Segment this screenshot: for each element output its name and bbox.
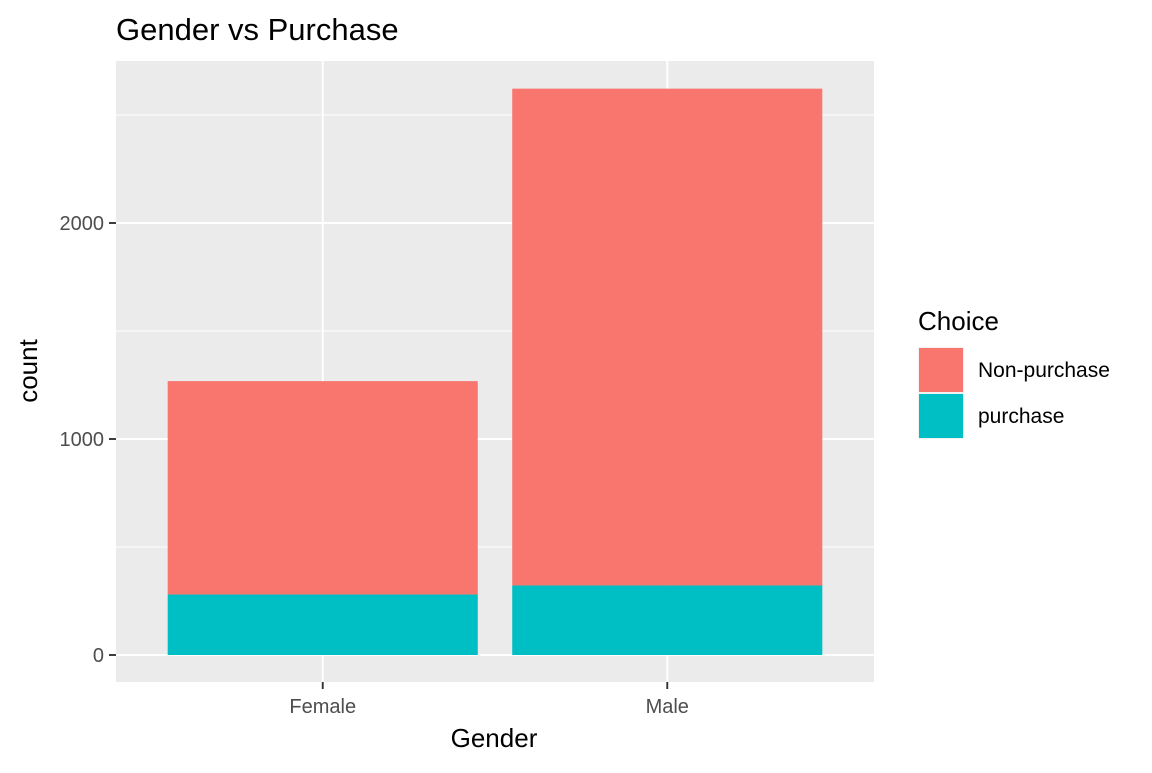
y-tick-label: 1000: [60, 429, 105, 451]
y-tick-label: 2000: [60, 213, 105, 235]
legend-label: purchase: [978, 405, 1064, 428]
x-tick-label: Male: [646, 696, 689, 718]
legend-key-swatch: [919, 348, 963, 392]
x-axis: Female Male: [289, 682, 689, 718]
y-axis-title: count: [13, 338, 43, 402]
legend: Choice Non-purchase purchase: [918, 306, 1110, 439]
chart-title: Gender vs Purchase: [116, 12, 399, 47]
x-axis-title: Gender: [451, 723, 538, 753]
bar-female-purchase: [167, 594, 478, 655]
bar-female-non-purchase: [167, 381, 478, 595]
x-tick-label: Female: [289, 696, 356, 718]
legend-key-swatch: [919, 394, 963, 438]
bar-male-non-purchase: [512, 88, 823, 586]
y-tick-label: 0: [93, 645, 104, 667]
bar-layer: [167, 88, 823, 655]
bar-male-purchase: [512, 585, 823, 655]
y-axis: 0 1000 2000: [60, 213, 116, 667]
legend-label: Non-purchase: [978, 359, 1110, 382]
legend-title: Choice: [918, 306, 999, 336]
